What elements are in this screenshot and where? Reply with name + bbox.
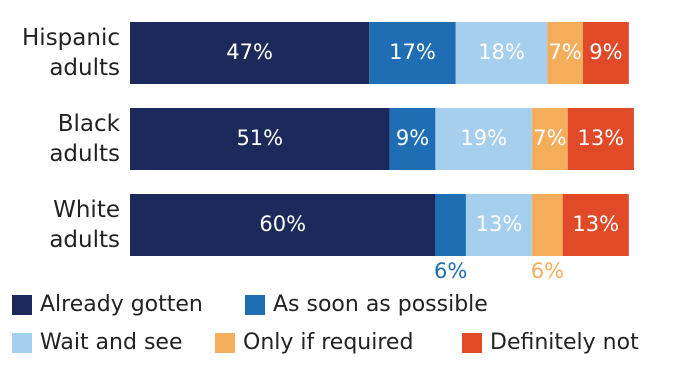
category-label: Black adults	[49, 111, 120, 167]
legend-label: As soon as possible	[273, 292, 488, 317]
legend-item: As soon as possible	[245, 292, 488, 317]
value-label: 13%	[476, 212, 523, 236]
bar-segment	[369, 22, 456, 84]
legend-label: Only if required	[243, 330, 414, 355]
legend-swatch	[215, 332, 235, 353]
legend-item: Only if required	[215, 330, 413, 355]
bar-segment	[435, 108, 533, 170]
bar-segment	[130, 194, 436, 256]
bar-segment	[562, 194, 629, 256]
legend-item: Already gotten	[12, 292, 203, 317]
bar-segment	[435, 194, 466, 256]
value-label: 9%	[589, 40, 622, 64]
bar-segment	[465, 194, 533, 256]
legend-swatch	[245, 294, 265, 315]
category-label: Hispanic adults	[22, 25, 120, 81]
bar-segment	[532, 108, 568, 170]
bar-segment	[567, 108, 634, 170]
value-label: 60%	[259, 212, 306, 236]
bar-segment	[455, 22, 548, 84]
value-label: 9%	[396, 126, 429, 150]
legend-swatch	[12, 294, 32, 315]
bar-segment	[583, 22, 629, 84]
value-label: 51%	[236, 126, 283, 150]
category-label: White adults	[49, 197, 120, 253]
value-label: 13%	[572, 212, 619, 236]
value-label: 19%	[460, 126, 507, 150]
legend-item: Wait and see	[12, 330, 182, 355]
value-label: 17%	[389, 40, 436, 64]
bar-segment	[532, 194, 563, 256]
bar-segment	[130, 108, 390, 170]
legend-label: Wait and see	[40, 330, 183, 355]
value-label: 47%	[226, 40, 273, 64]
value-label: 6%	[531, 259, 564, 283]
bar-segment	[389, 108, 436, 170]
legend-label: Already gotten	[40, 292, 203, 317]
legend-label: Definitely not	[490, 330, 639, 355]
legend-swatch	[12, 332, 32, 353]
legend-item: Definitely not	[462, 330, 639, 355]
value-label: 18%	[478, 40, 525, 64]
legend-swatch	[462, 332, 482, 353]
bar-segment	[130, 22, 370, 84]
value-label: 7%	[533, 126, 566, 150]
bar-segment	[547, 22, 584, 84]
value-label: 6%	[434, 259, 467, 283]
value-label: 7%	[549, 40, 582, 64]
value-label: 13%	[577, 126, 624, 150]
